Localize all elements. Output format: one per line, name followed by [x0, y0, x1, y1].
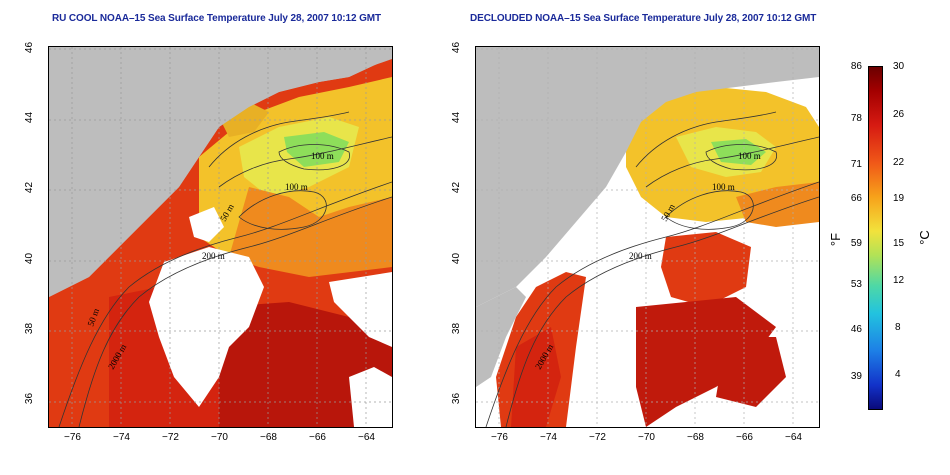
- contour-label: 100 m: [738, 151, 761, 161]
- right-panel-title: DECLOUDED NOAA–15 Sea Surface Temperatur…: [470, 13, 817, 24]
- contour-label: 200 m: [202, 251, 225, 261]
- colorbar-c-tick: 4: [895, 369, 901, 380]
- x-tick: −68: [687, 432, 704, 443]
- left-map-graphic: 100 m 100 m 50 m 200 m 50 m 2000 m: [49, 47, 392, 427]
- x-tick: −74: [113, 432, 130, 443]
- x-tick: −74: [540, 432, 557, 443]
- y-tick: 38: [24, 322, 36, 335]
- x-tick: −76: [64, 432, 81, 443]
- x-tick: −64: [785, 432, 802, 443]
- colorbar-c-tick: 26: [893, 109, 905, 120]
- y-tick: 40: [24, 252, 36, 265]
- contour-label: 100 m: [285, 182, 308, 192]
- colorbar-f-tick: 71: [850, 159, 862, 170]
- temperature-colorbar: [868, 66, 883, 410]
- y-tick: 42: [451, 181, 463, 194]
- contour-label: 100 m: [311, 151, 334, 161]
- x-tick: −76: [491, 432, 508, 443]
- contour-label: 100 m: [712, 182, 735, 192]
- y-tick: 38: [451, 322, 463, 335]
- x-tick: −68: [260, 432, 277, 443]
- left-panel-title: RU COOL NOAA–15 Sea Surface Temperature …: [52, 13, 382, 24]
- x-tick: −72: [162, 432, 179, 443]
- y-tick: 46: [24, 41, 36, 54]
- colorbar-f-tick: 59: [850, 238, 862, 249]
- y-tick: 44: [24, 111, 36, 124]
- contour-label: 200 m: [629, 251, 652, 261]
- x-tick: −70: [638, 432, 655, 443]
- y-tick: 42: [24, 181, 36, 194]
- x-tick: −66: [736, 432, 753, 443]
- y-tick: 36: [451, 392, 463, 405]
- colorbar-f-tick: 53: [850, 279, 862, 290]
- y-tick: 46: [451, 41, 463, 54]
- celsius-unit-label: °C: [916, 230, 932, 245]
- right-sst-map[interactable]: 100 m 100 m 50 m 200 m 2000 m: [475, 46, 820, 428]
- x-tick: −70: [211, 432, 228, 443]
- right-map-graphic: 100 m 100 m 50 m 200 m 2000 m: [476, 47, 819, 427]
- colorbar-c-tick: 8: [895, 322, 901, 333]
- y-tick: 36: [24, 392, 36, 405]
- fahrenheit-unit-label: °F: [828, 232, 844, 247]
- colorbar-c-tick: 15: [893, 238, 905, 249]
- left-sst-map[interactable]: 100 m 100 m 50 m 200 m 50 m 2000 m: [48, 46, 393, 428]
- x-tick: −64: [358, 432, 375, 443]
- colorbar-c-tick: 12: [893, 275, 905, 286]
- colorbar-f-tick: 46: [850, 324, 862, 335]
- x-tick: −72: [589, 432, 606, 443]
- colorbar-f-tick: 78: [850, 113, 862, 124]
- colorbar-f-tick: 66: [850, 193, 862, 204]
- y-tick: 44: [451, 111, 463, 124]
- colorbar-c-tick: 22: [893, 157, 905, 168]
- colorbar-f-tick: 39: [850, 371, 862, 382]
- y-tick: 40: [451, 252, 463, 265]
- colorbar-c-tick: 19: [893, 193, 905, 204]
- colorbar-c-tick: 30: [893, 61, 905, 72]
- x-tick: −66: [309, 432, 326, 443]
- colorbar-f-tick: 86: [850, 61, 862, 72]
